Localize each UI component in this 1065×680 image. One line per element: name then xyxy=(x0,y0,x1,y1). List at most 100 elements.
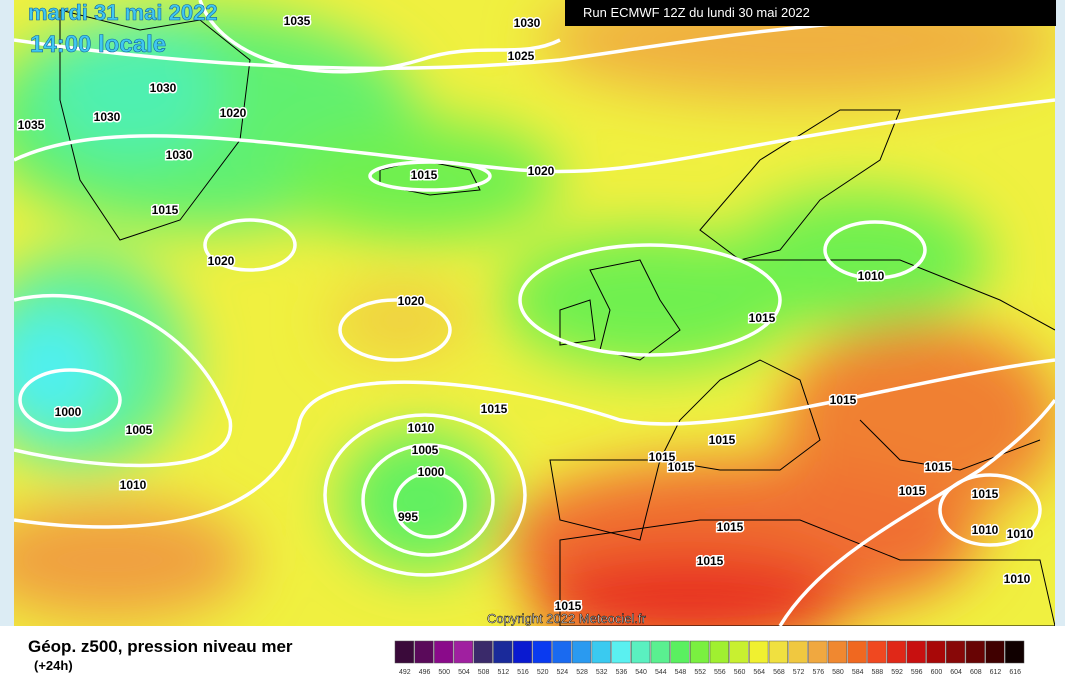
isobar-label: 1000 xyxy=(55,405,82,419)
isobar-label: 1010 xyxy=(120,478,147,492)
isobar-label: 1010 xyxy=(408,421,435,435)
run-box xyxy=(565,0,1056,26)
isobar-label: 1015 xyxy=(717,520,744,534)
colorbar-label: 504 xyxy=(458,669,470,675)
colorbar-label: 592 xyxy=(891,669,903,675)
isobar-label: 1015 xyxy=(709,433,736,447)
map-date: mardi 31 mai 2022 xyxy=(28,0,218,25)
colorbar-label: 516 xyxy=(517,669,529,675)
colorbar-label: 512 xyxy=(497,669,509,675)
colorbar-label: 616 xyxy=(1009,669,1021,675)
colorbar-swatch xyxy=(414,640,434,664)
isobar-label: 1035 xyxy=(18,118,45,132)
colorbar-label: 500 xyxy=(438,669,450,675)
colorbar-label: 520 xyxy=(537,669,549,675)
colorbar-label: 608 xyxy=(970,669,982,675)
colorbar-label: 548 xyxy=(675,669,687,675)
colorbar-swatch xyxy=(473,640,493,664)
isobar-label: 1015 xyxy=(152,203,179,217)
colorbar-label: 536 xyxy=(616,669,628,675)
colorbar-label: 580 xyxy=(832,669,844,675)
colorbar-swatch xyxy=(847,640,867,664)
colorbar-label: 508 xyxy=(478,669,490,675)
colorbar-label: 552 xyxy=(694,669,706,675)
isobar-label: 1015 xyxy=(925,460,952,474)
isobar-label: 995 xyxy=(398,510,418,524)
colorbar-swatch xyxy=(690,640,710,664)
colorbar-label: 600 xyxy=(931,669,943,675)
isobar-label: 1015 xyxy=(481,402,508,416)
isobar-label: 1020 xyxy=(208,254,235,268)
colorbar-label: 556 xyxy=(714,669,726,675)
colorbar-swatch xyxy=(926,640,946,664)
colorbar-label: 568 xyxy=(773,669,785,675)
colorbar-swatch xyxy=(965,640,985,664)
isobar-label: 1020 xyxy=(220,106,247,120)
colorbar-swatch xyxy=(670,640,690,664)
isobar-label: 1020 xyxy=(528,164,555,178)
colorbar-label: 596 xyxy=(911,669,923,675)
colorbar-swatch xyxy=(591,640,611,664)
isobar-label: 1005 xyxy=(412,443,439,457)
colorbar-swatch xyxy=(453,640,473,664)
colorbar-swatch xyxy=(886,640,907,664)
isobar-label: 1015 xyxy=(697,554,724,568)
colorbar-label: 588 xyxy=(872,669,884,675)
isobar-label: 1025 xyxy=(508,49,535,63)
colorbar-swatch xyxy=(434,640,454,664)
colorbar-swatch xyxy=(611,640,631,664)
isobar-label: 1015 xyxy=(749,311,776,325)
colorbar-swatch xyxy=(946,640,966,664)
isobar-label: 1030 xyxy=(150,81,177,95)
colorbar-swatch xyxy=(493,640,513,664)
map: 1035 1030 1025 1030 1030 1035 1020 1030 1015 1020… xyxy=(14,0,1055,626)
isobar-label: 1010 xyxy=(1004,572,1031,586)
colorbar-swatch xyxy=(788,640,808,664)
isobar-label: 1015 xyxy=(668,460,695,474)
colorbar-swatch xyxy=(729,640,749,664)
isobar-label: 1000 xyxy=(418,465,445,479)
isobar-label: 1020 xyxy=(398,294,425,308)
colorbar-label: 584 xyxy=(852,669,864,675)
colorbar-swatch xyxy=(631,640,651,664)
isobar-label: 1015 xyxy=(899,484,926,498)
isobar-label: 1010 xyxy=(972,523,999,537)
colorbar-swatch xyxy=(985,640,1005,664)
colorbar-label: 576 xyxy=(812,669,824,675)
colorbar-label: 532 xyxy=(596,669,608,675)
copyright: Copyright 2022 Meteociel.fr xyxy=(487,611,647,626)
colorbar-swatch xyxy=(532,640,552,664)
colorbar-swatch xyxy=(808,640,828,664)
isobar-label: 1035 xyxy=(284,14,311,28)
colorbar-swatch xyxy=(1005,640,1025,664)
colorbar-label: 492 xyxy=(399,669,411,675)
colorbar-swatch xyxy=(512,640,533,664)
colorbar: 492 496 500 504 508 512 516 520 524 528 532 536 540 5… xyxy=(394,640,1025,676)
colorbar-label: 560 xyxy=(734,669,746,675)
isobar-label: 1015 xyxy=(555,599,582,613)
isobar-label: 1005 xyxy=(126,423,153,437)
colorbar-label: 496 xyxy=(419,669,431,675)
footer-title: Géop. z500, pression niveau mer xyxy=(28,637,293,656)
colorbar-swatch xyxy=(394,640,414,664)
colorbar-label: 528 xyxy=(576,669,588,675)
run-text: Run ECMWF 12Z du lundi 30 mai 2022 xyxy=(583,5,810,20)
footer-lead: (+24h) xyxy=(34,658,73,673)
colorbar-label: 540 xyxy=(635,669,647,675)
colorbar-swatch xyxy=(827,640,848,664)
isobar-label: 1015 xyxy=(830,393,857,407)
isobar-label: 1030 xyxy=(514,16,541,30)
isobar-label: 1015 xyxy=(411,168,438,182)
colorbar-label: 604 xyxy=(950,669,962,675)
colorbar-swatch xyxy=(571,640,592,664)
colorbar-swatch xyxy=(552,640,572,664)
colorbar-label: 564 xyxy=(753,669,765,675)
isobar-label: 1015 xyxy=(972,487,999,501)
colorbar-swatch xyxy=(749,640,769,664)
colorbar-label: 544 xyxy=(655,669,667,675)
colorbar-swatch xyxy=(906,640,926,664)
colorbar-swatch xyxy=(768,640,788,664)
colorbar-swatch xyxy=(650,640,670,664)
isobar-label: 1010 xyxy=(1007,527,1034,541)
